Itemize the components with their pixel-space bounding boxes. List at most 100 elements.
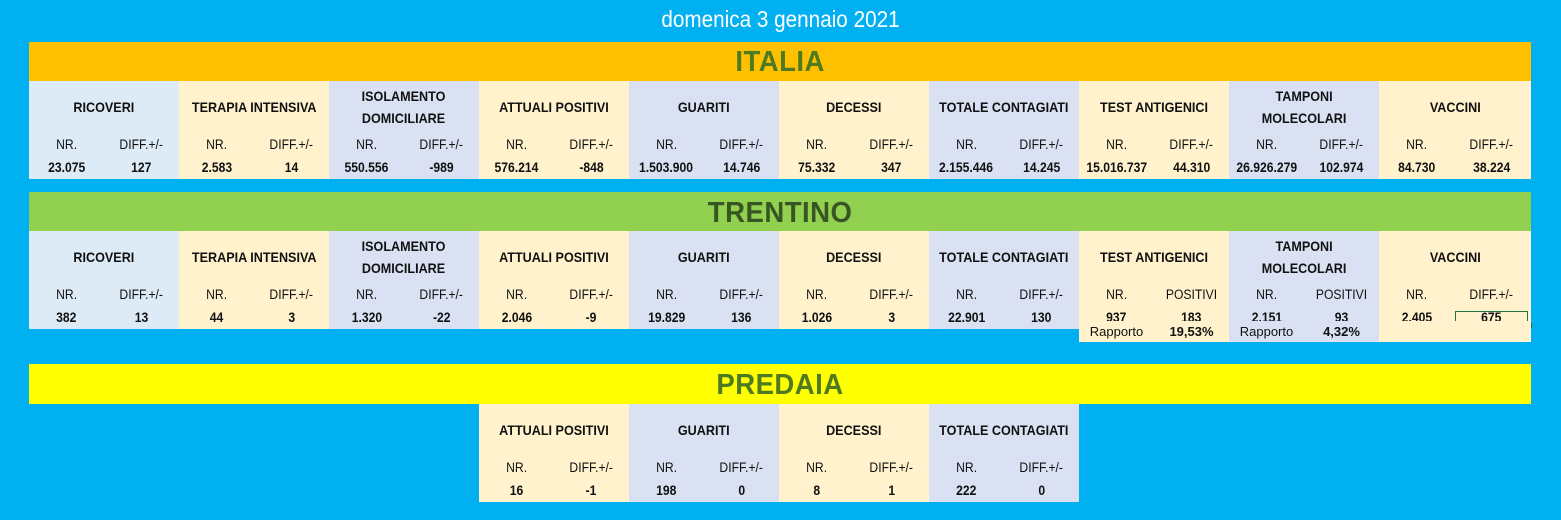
value-diff[interactable]: -848 <box>579 160 604 175</box>
group-values-row: 198 0 <box>629 479 779 502</box>
value-nr[interactable]: 16 <box>509 483 524 498</box>
trentino-group-2: ISOLAMENTO DOMICILIARE NR. DIFF.+/- 1.320 -2… <box>329 231 479 329</box>
value-diff[interactable]: 127 <box>131 160 152 175</box>
value-diff[interactable]: 136 <box>731 310 752 325</box>
group-values-row: 550.556 -989 <box>329 156 479 179</box>
value-nr[interactable]: 19.829 <box>647 310 686 325</box>
label-nr: NR. <box>1106 287 1127 302</box>
value-diff[interactable]: -22 <box>432 310 451 325</box>
italia-group-4: GUARITI NR. DIFF.+/- 1.503.900 14.746 <box>629 81 779 179</box>
ratio-antigenici-label: Rapporto <box>1089 324 1144 339</box>
value-nr[interactable]: 576.214 <box>494 160 539 175</box>
value-nr[interactable]: 1.320 <box>351 310 382 325</box>
italia-group-5: DECESSI NR. DIFF.+/- 75.332 347 <box>779 81 929 179</box>
group-labels-row: NR. DIFF.+/- <box>779 133 929 156</box>
group-labels-row: NR. DIFF.+/- <box>629 283 779 306</box>
label-nr: NR. <box>506 287 527 302</box>
label-nr: NR. <box>356 287 377 302</box>
ratio-antigenici: Rapporto 19,53% <box>1079 321 1229 342</box>
italia-group-1: TERAPIA INTENSIVA NR. DIFF.+/- 2.583 14 <box>179 81 329 179</box>
value-nr[interactable]: 26.926.279 <box>1236 160 1297 175</box>
label-diff: DIFF.+/- <box>1019 287 1064 302</box>
label-nr: NR. <box>806 287 827 302</box>
value-diff[interactable]: 14 <box>284 160 299 175</box>
trentino-group-0: RICOVERI NR. DIFF.+/- 382 13 <box>29 231 179 329</box>
ratio-empty-cell <box>1379 321 1531 342</box>
value-diff[interactable]: 3 <box>888 310 895 325</box>
value-nr[interactable]: 8 <box>813 483 820 498</box>
label-nr: NR. <box>506 460 527 475</box>
group-labels-row: NR. DIFF.+/- <box>929 456 1079 479</box>
label-diff: DIFF.+/- <box>119 287 164 302</box>
value-diff[interactable]: 0 <box>1038 483 1045 498</box>
group-labels-row: NR. DIFF.+/- <box>779 283 929 306</box>
value-diff[interactable]: 0 <box>738 483 745 498</box>
value-nr[interactable]: 84.730 <box>1397 160 1436 175</box>
value-diff[interactable]: 1 <box>888 483 895 498</box>
predaia-group-4: GUARITI NR. DIFF.+/- 198 0 <box>629 404 779 502</box>
value-nr[interactable]: 2.583 <box>201 160 232 175</box>
italia-title-text: ITALIA <box>735 46 825 78</box>
value-diff[interactable]: 38.224 <box>1472 160 1511 175</box>
group-labels-row: NR. DIFF.+/- <box>629 133 779 156</box>
label-nr: NR. <box>1406 287 1427 302</box>
group-header: ATTUALI POSITIVI <box>499 99 609 115</box>
group-header: RICOVERI <box>73 249 135 265</box>
label-nr: NR. <box>56 137 77 152</box>
group-values-row: 2.583 14 <box>179 156 329 179</box>
value-diff[interactable]: -989 <box>429 160 454 175</box>
italia-group-2: ISOLAMENTO DOMICILIARE NR. DIFF.+/- 550.556… <box>329 81 479 179</box>
value-nr[interactable]: 382 <box>56 310 77 325</box>
value-nr[interactable]: 75.332 <box>797 160 836 175</box>
group-values-row: 1.503.900 14.746 <box>629 156 779 179</box>
value-nr[interactable]: 1.026 <box>801 310 832 325</box>
predaia-group-6: TOTALE CONTAGIATI NR. DIFF.+/- 222 0 <box>929 404 1079 502</box>
value-diff[interactable]: -1 <box>586 483 597 498</box>
value-nr[interactable]: 198 <box>656 483 677 498</box>
group-header: GUARITI <box>678 249 730 265</box>
value-diff[interactable]: 44.310 <box>1172 160 1211 175</box>
italia-group-8: TAMPONI MOLECOLARI NR. DIFF.+/- 26.926.279 1… <box>1229 81 1379 179</box>
value-diff[interactable]: 14.245 <box>1022 160 1061 175</box>
group-header: DECESSI <box>826 422 882 438</box>
predaia-group-5: DECESSI NR. DIFF.+/- 8 1 <box>779 404 929 502</box>
value-diff[interactable]: 13 <box>134 310 149 325</box>
label-nr: NR. <box>806 137 827 152</box>
value-diff[interactable]: 130 <box>1031 310 1052 325</box>
italia-group-9: VACCINI NR. DIFF.+/- 84.730 38.224 <box>1379 81 1531 179</box>
value-nr[interactable]: 222 <box>956 483 977 498</box>
trentino-group-9: VACCINI NR. DIFF.+/- 2.405 675 <box>1379 231 1532 329</box>
group-labels-row: NR. DIFF.+/- <box>479 283 629 306</box>
value-diff[interactable]: 3 <box>288 310 295 325</box>
report-date: domenica 3 gennaio 2021 <box>661 6 900 32</box>
trentino-group-5: DECESSI NR. DIFF.+/- 1.026 3 <box>779 231 929 329</box>
value-nr[interactable]: 44 <box>209 310 224 325</box>
value-diff[interactable]: 347 <box>881 160 902 175</box>
label-nr: NR. <box>1106 137 1127 152</box>
label-diff: DIFF.+/- <box>419 287 464 302</box>
value-diff[interactable]: -9 <box>586 310 597 325</box>
group-labels-row: NR. DIFF.+/- <box>479 133 629 156</box>
value-nr[interactable]: 15.016.737 <box>1086 160 1147 175</box>
value-diff[interactable]: 14.746 <box>722 160 761 175</box>
trentino-title-text: TRENTINO <box>707 197 853 229</box>
label-diff: DIFF.+/- <box>569 287 614 302</box>
value-nr[interactable]: 2.046 <box>501 310 532 325</box>
label-nr: NR. <box>1406 137 1427 152</box>
value-nr[interactable]: 1.503.900 <box>639 160 694 175</box>
group-labels-row: NR. DIFF.+/- <box>29 133 179 156</box>
value-diff[interactable]: 102.974 <box>1319 160 1364 175</box>
group-header: TEST ANTIGENICI <box>1099 249 1209 265</box>
value-nr[interactable]: 22.901 <box>947 310 986 325</box>
trentino-group-1: TERAPIA INTENSIVA NR. DIFF.+/- 44 3 <box>179 231 329 329</box>
group-labels-row: NR. DIFF.+/- <box>1229 133 1379 156</box>
group-values-row: 2.155.446 14.245 <box>929 156 1079 179</box>
group-values-row: 23.075 127 <box>29 156 179 179</box>
value-nr[interactable]: 2.155.446 <box>939 160 994 175</box>
group-values-row: 16 -1 <box>479 479 629 502</box>
value-nr[interactable]: 550.556 <box>344 160 389 175</box>
value-nr[interactable]: 23.075 <box>47 160 86 175</box>
group-header: ISOLAMENTO DOMICILIARE <box>362 238 446 276</box>
group-header: TERAPIA INTENSIVA <box>191 249 317 265</box>
